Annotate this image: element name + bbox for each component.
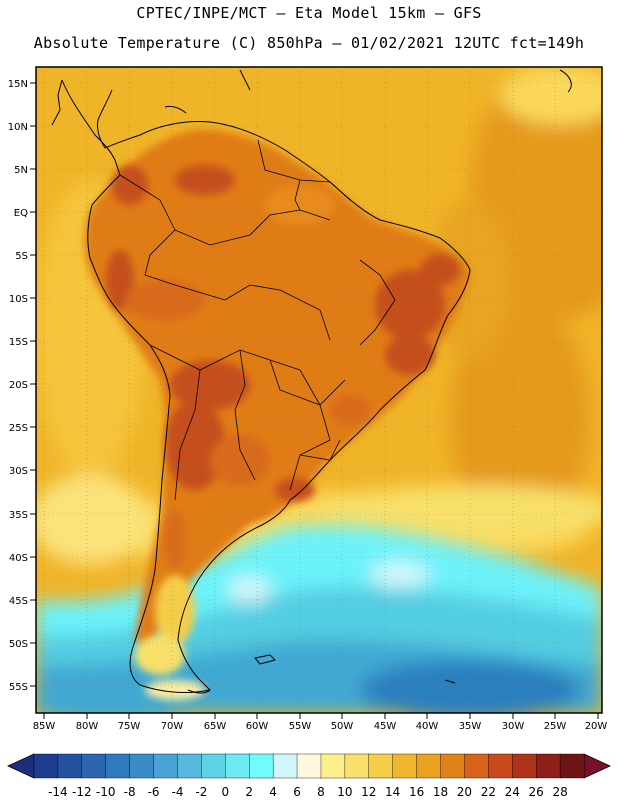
colorbar-label: 20 xyxy=(457,785,472,799)
lon-label: 65W xyxy=(204,721,227,732)
lat-label: 10N xyxy=(8,122,28,133)
map-frame xyxy=(35,66,603,714)
colorbar-swatch xyxy=(392,753,418,779)
colorbar-label: 28 xyxy=(552,785,567,799)
lon-label: 35W xyxy=(459,721,482,732)
lon-label: 45W xyxy=(374,721,397,732)
lon-label: 60W xyxy=(246,721,269,732)
colorbar-swatch xyxy=(129,753,155,779)
lat-label: 50S xyxy=(9,639,28,650)
colorbar-swatch xyxy=(249,753,274,779)
lat-label: 10S xyxy=(9,294,28,305)
colorbar-label: 26 xyxy=(529,785,544,799)
lat-label: 45S xyxy=(9,596,28,607)
lon-label: 30W xyxy=(502,721,525,732)
colorbar-label: 8 xyxy=(317,785,325,799)
colorbar-swatch xyxy=(201,753,226,779)
latitude-axis: 15N 10N 5N EQ 5S 10S 15S 20S 25S 30S 35S… xyxy=(8,79,36,693)
lat-label: 40S xyxy=(9,553,28,564)
colorbar-label: 6 xyxy=(293,785,301,799)
colorbar-label: -6 xyxy=(148,785,160,799)
colorbar-label: 14 xyxy=(385,785,400,799)
lat-label: 15N xyxy=(8,79,28,90)
colorbar-swatch xyxy=(57,753,83,779)
colorbar-swatches xyxy=(33,753,585,779)
colorbar-label: 12 xyxy=(361,785,376,799)
lon-label: 75W xyxy=(118,721,141,732)
lat-label: 55S xyxy=(9,682,28,693)
colorbar-swatch xyxy=(272,753,298,779)
colorbar-swatch xyxy=(296,753,322,779)
colorbar-swatch xyxy=(33,753,59,779)
lat-label: EQ xyxy=(14,208,28,219)
lat-label: 35S xyxy=(9,510,28,521)
colorbar-label: 2 xyxy=(245,785,253,799)
colorbar-swatch xyxy=(105,753,131,779)
lon-label: 40W xyxy=(416,721,439,732)
colorbar-label: 10 xyxy=(337,785,352,799)
coastline xyxy=(51,69,572,694)
lon-label: 50W xyxy=(331,721,354,732)
title-line-1: CPTEC/INPE/MCT – Eta Model 15km – GFS xyxy=(136,4,482,22)
colorbar-label: 16 xyxy=(409,785,424,799)
colorbar-label: -2 xyxy=(195,785,207,799)
lon-label: 55W xyxy=(289,721,312,732)
colorbar-label: -10 xyxy=(96,785,116,799)
lat-label: 5N xyxy=(14,165,28,176)
lat-label: 30S xyxy=(9,466,28,477)
colorbar-swatch xyxy=(153,753,178,779)
colorbar-label: -14 xyxy=(48,785,68,799)
colorbar-swatch xyxy=(225,753,250,779)
colorbar-label: -12 xyxy=(72,785,92,799)
colorbar: -14 -12 -10 -8 -6 -4 -2 0 2 4 6 8 10 12 14 16 18 20 22 24 26… xyxy=(7,753,611,799)
colorbar-swatch xyxy=(320,753,346,779)
colorbar-label: 24 xyxy=(505,785,520,799)
colorbar-swatch xyxy=(440,753,465,779)
lat-label: 5S xyxy=(15,251,28,262)
lon-label: 25W xyxy=(544,721,567,732)
lat-label: 20S xyxy=(9,380,28,391)
colorbar-label: -4 xyxy=(171,785,183,799)
lon-label: 20W xyxy=(585,721,608,732)
colorbar-swatch xyxy=(559,753,585,779)
lat-label: 25S xyxy=(9,423,28,434)
lon-label: 70W xyxy=(161,721,184,732)
colorbar-swatch xyxy=(368,753,394,779)
temperature-field xyxy=(36,67,602,713)
colorbar-left-arrow xyxy=(7,753,35,779)
colorbar-swatch xyxy=(464,753,489,779)
colorbar-swatch xyxy=(344,753,370,779)
colorbar-swatch xyxy=(177,753,202,779)
colorbar-swatch xyxy=(488,753,513,779)
colorbar-swatch xyxy=(81,753,107,779)
country-borders xyxy=(119,139,396,501)
colorbar-label: 4 xyxy=(269,785,277,799)
lon-label: 80W xyxy=(76,721,99,732)
colorbar-swatch xyxy=(416,753,442,779)
colorbar-right-arrow xyxy=(583,753,611,779)
lat-label: 15S xyxy=(9,337,28,348)
colorbar-swatch xyxy=(512,753,537,779)
colorbar-label: 22 xyxy=(481,785,496,799)
colorbar-swatch xyxy=(535,753,561,779)
longitude-axis: 85W 80W 75W 70W 65W 60W 55W 50W 45W 40W … xyxy=(33,713,608,732)
lon-label: 85W xyxy=(33,721,56,732)
colorbar-labels: -14 -12 -10 -8 -6 -4 -2 0 2 4 6 8 10 12 14 16 18 20 22 24 26… xyxy=(48,785,568,799)
title-line-2: Absolute Temperature (C) 850hPa – 01/02/… xyxy=(33,34,585,52)
colorbar-label: -8 xyxy=(124,785,136,799)
colorbar-label: 18 xyxy=(433,785,448,799)
colorbar-label: 0 xyxy=(221,785,229,799)
